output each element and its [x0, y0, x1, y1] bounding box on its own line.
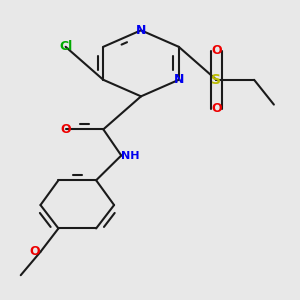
Text: N: N: [136, 24, 146, 37]
Text: O: O: [211, 44, 222, 57]
Text: N: N: [173, 73, 184, 86]
Text: NH: NH: [121, 151, 140, 160]
Text: O: O: [60, 123, 71, 136]
Text: Cl: Cl: [59, 40, 72, 53]
Text: O: O: [30, 245, 40, 258]
Text: S: S: [212, 73, 221, 87]
Text: O: O: [211, 102, 222, 115]
